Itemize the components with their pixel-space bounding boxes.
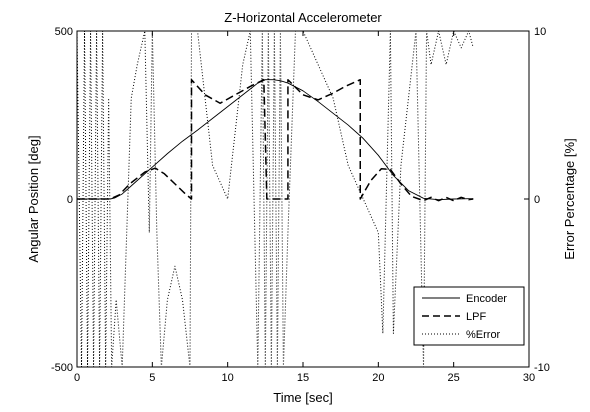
series-line-error	[77, 31, 474, 367]
series-line-encoder	[77, 79, 474, 201]
y-tick-label: 500	[55, 26, 73, 38]
legend-label-lpf: LPF	[466, 311, 486, 323]
x-tick-label: 5	[149, 372, 155, 384]
y-tick-label: 0	[67, 194, 73, 206]
y-tick-label: -500	[51, 362, 73, 374]
x-axis-label: Time [sec]	[273, 390, 332, 405]
series-layer	[77, 31, 474, 367]
y-axis-label: Angular Position [deg]	[26, 135, 41, 262]
chart-title: Z-Horizontal Accelerometer	[224, 10, 382, 25]
legend: Encoder LPF %Error	[413, 286, 525, 346]
series-line-lpf	[77, 78, 474, 202]
x-tick-label: 15	[297, 372, 309, 384]
y2-axis-label: Error Percentage [%]	[562, 138, 577, 259]
x-tick-label: 25	[448, 372, 460, 384]
legend-label-error: %Error	[466, 329, 501, 341]
x-tick-label: 0	[74, 372, 80, 384]
y2-tick-label: 10	[534, 26, 546, 38]
y2-tick-label: 0	[534, 194, 540, 206]
legend-label-encoder: Encoder	[466, 293, 507, 305]
x-tick-label: 30	[523, 372, 535, 384]
x-tick-label: 20	[372, 372, 384, 384]
x-tick-label: 10	[222, 372, 234, 384]
y2-tick-label: -10	[534, 362, 550, 374]
legend-box	[413, 286, 525, 346]
